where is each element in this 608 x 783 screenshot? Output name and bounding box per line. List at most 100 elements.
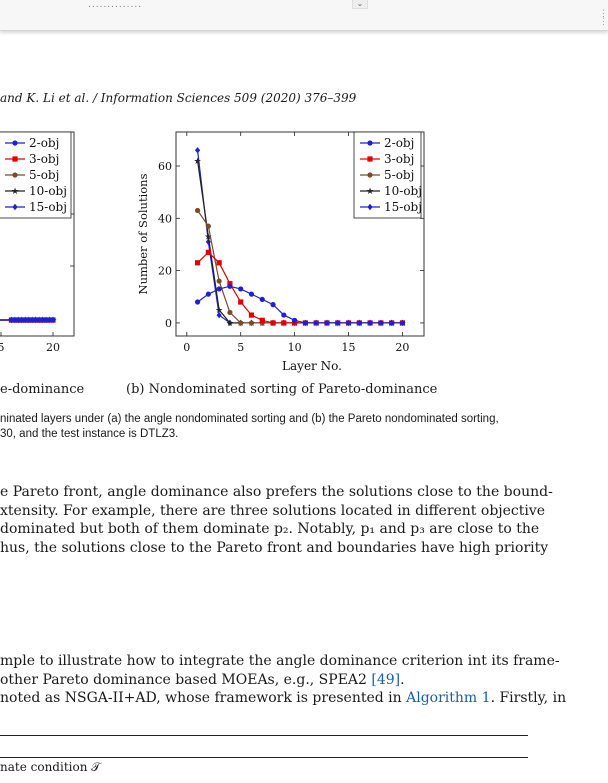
legend-marker: [367, 140, 373, 146]
plot-frame: [175, 131, 425, 337]
paragraph-2: mple to illustrate how to integrate the …: [0, 652, 567, 708]
legend-entry: 2-obj: [29, 136, 59, 150]
data-point: [302, 320, 308, 326]
data-point: [292, 317, 298, 323]
data-point: [194, 147, 201, 154]
data-point: [194, 260, 201, 266]
data-point: [227, 283, 233, 289]
legend-marker: [367, 203, 373, 211]
legend-entry: 3-obj: [29, 152, 59, 166]
data-point: [50, 317, 56, 323]
data-point: [389, 320, 395, 326]
data-point: [259, 317, 265, 323]
x-tick-label: 20: [46, 341, 60, 354]
data-point: [324, 320, 330, 326]
text-line: hus, the solutions close to the Pareto f…: [0, 539, 549, 556]
legend-marker: [367, 172, 373, 178]
algorithm-input-line: nate condition 𝒯: [0, 760, 101, 774]
toolbar-fragment: ..............: [88, 0, 143, 10]
data-point: [194, 207, 201, 214]
data-point: [248, 320, 255, 326]
data-point: [238, 286, 244, 292]
data-point: [194, 299, 201, 305]
viewer-toolbar: .............. ⌄: [0, 0, 608, 31]
running-header: and K. Li et al. / Information Sciences …: [0, 91, 357, 105]
text-line: xtensity. For example, there are three s…: [0, 502, 546, 519]
data-point: [335, 320, 341, 326]
data-point: [281, 320, 287, 326]
legend-entry: 15-obj: [384, 200, 422, 214]
legend-entry: 10-obj: [384, 184, 422, 198]
data-point: [378, 320, 384, 326]
citation-link-49[interactable]: [49]: [371, 671, 401, 688]
text-line: noted as NSGA-II+AD, whose framework is …: [0, 690, 567, 706]
data-point: [313, 320, 319, 326]
drag-handle-icon[interactable]: ⋮⋮⋮⋮: [599, 9, 608, 27]
data-point: [216, 311, 222, 319]
data-point: [216, 260, 222, 266]
data-point: [270, 320, 276, 326]
data-point: [248, 291, 255, 297]
text-line: dominated but both of them dominate p₂. …: [0, 521, 540, 537]
algorithm-1-link[interactable]: Algorithm 1: [406, 690, 491, 706]
data-point: [205, 291, 211, 297]
legend-entry: 15-obj: [29, 200, 67, 214]
data-point: ★: [215, 306, 223, 316]
data-point: [216, 286, 222, 292]
figure-caption-line: 30, and the test instance is DTLZ3.: [0, 428, 179, 440]
figure-caption: ninated layers under (a) the angle nondo…: [0, 412, 540, 442]
data-point: [356, 320, 362, 326]
figure-panels: 520★★★★★★★★★★★★★2-obj3-obj5-obj★10-obj15…: [0, 131, 425, 373]
paragraph-1: e Pareto front, angle dominance also pre…: [0, 483, 553, 557]
figure-caption-line: ninated layers under (a) the angle nondo…: [0, 413, 499, 425]
data-point: [259, 296, 265, 302]
legend-entry: 5-obj: [29, 168, 59, 182]
legend-entry: 5-obj: [384, 168, 414, 182]
x-tick-label: 0: [183, 341, 190, 354]
x-tick-label: 10: [288, 341, 302, 354]
legend-entry: 10-obj: [29, 184, 67, 198]
series-line-2-obj: [197, 285, 403, 324]
data-point: [345, 320, 352, 326]
data-point: ★: [204, 233, 212, 243]
text-line: e Pareto front, angle dominance also pre…: [0, 484, 553, 500]
legend-marker: [367, 156, 373, 162]
data-point: [227, 309, 233, 316]
legend-marker: ★: [11, 187, 19, 197]
text-line: other Pareto dominance based MOEAs, e.g.…: [0, 671, 405, 688]
data-point: [216, 278, 222, 284]
legend-entry: 2-obj: [384, 136, 414, 150]
y-tick-label: 20: [158, 265, 172, 278]
data-point: [399, 320, 406, 326]
x-axis-label: Layer No.: [282, 359, 342, 373]
data-point: [281, 312, 287, 318]
panel-a: 520★★★★★★★★★★★★★2-obj3-obj5-obj★10-obj15…: [0, 131, 75, 354]
data-point: [292, 320, 298, 326]
x-tick-label: 15: [342, 341, 356, 354]
y-tick-label: 60: [158, 160, 172, 173]
data-point: [205, 223, 211, 229]
legend-marker: [12, 172, 18, 178]
x-tick-label: 20: [395, 341, 409, 354]
legend-entry: 3-obj: [384, 152, 414, 166]
legend-marker: [12, 140, 18, 146]
legend-marker: ★: [366, 187, 374, 197]
data-point: ★: [226, 319, 234, 329]
algorithm-mid-rule: [0, 757, 528, 758]
data-point: [367, 320, 373, 326]
text-line: mple to illustrate how to integrate the …: [0, 653, 560, 669]
x-tick-label: 5: [237, 341, 244, 354]
x-tick-label: 5: [0, 341, 5, 354]
panel-b: 0 5 10 15 20 0 20 40 60 Layer No. Number of Soluti…: [136, 131, 425, 373]
legend-marker: [12, 156, 18, 162]
data-point: [205, 249, 211, 255]
data-point: [248, 312, 255, 318]
y-tick-label: 40: [158, 212, 172, 225]
chevron-down-icon[interactable]: ⌄: [352, 0, 368, 9]
y-axis-label: Number of Solutions: [136, 173, 150, 294]
data-point: [227, 281, 233, 287]
subcaption-a: e-dominance: [0, 382, 85, 397]
data-point: ★: [194, 157, 202, 167]
data-point: [270, 302, 276, 308]
series-line-5-obj: [197, 210, 403, 324]
